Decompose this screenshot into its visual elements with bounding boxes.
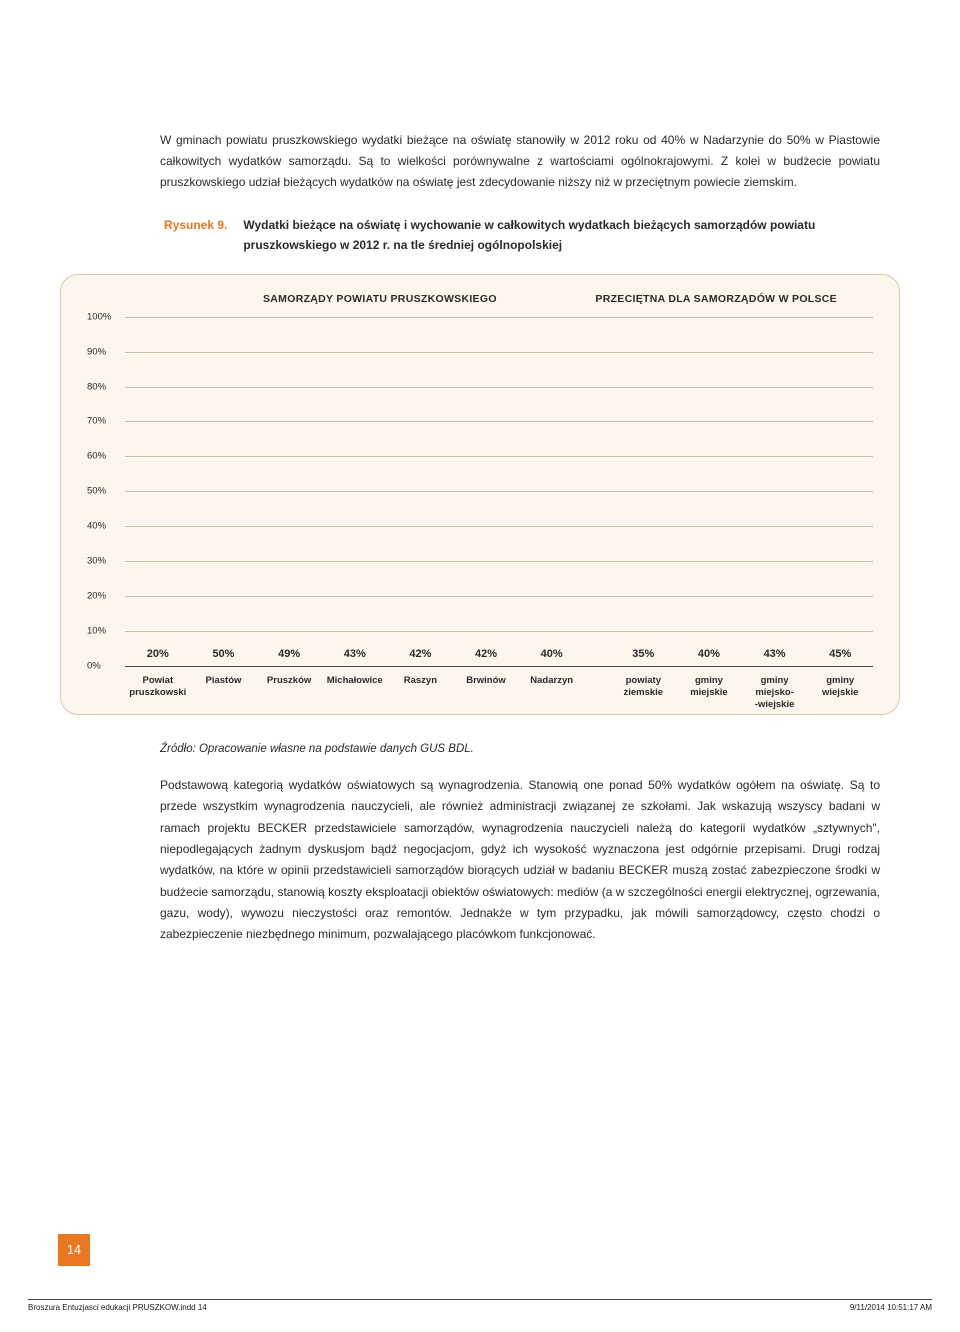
y-axis-label: 10%: [87, 625, 106, 636]
x-axis-label: Raszyn: [388, 675, 454, 712]
figure-caption: Rysunek 9. Wydatki bieżące na oświatę i …: [164, 215, 880, 256]
y-axis-label: 40%: [87, 521, 106, 532]
footer-left: Broszura Entuzjasci edukacji PRUSZKOW.in…: [28, 1303, 207, 1312]
x-axis-label: gminymiejskie: [676, 675, 742, 712]
y-axis-label: 60%: [87, 451, 106, 462]
x-axis-label: Pruszków: [256, 675, 322, 712]
bar-value-label: 35%: [632, 648, 654, 660]
bar-value-label: 20%: [147, 648, 169, 660]
y-axis-label: 70%: [87, 416, 106, 427]
gridline: [125, 456, 873, 457]
y-axis-label: 80%: [87, 381, 106, 392]
y-axis-label: 30%: [87, 556, 106, 567]
y-axis-label: 100%: [87, 311, 111, 322]
gridline: [125, 631, 873, 632]
footer: Broszura Entuzjasci edukacji PRUSZKOW.in…: [28, 1299, 932, 1312]
x-axis-label: Michałowice: [322, 675, 388, 712]
gridline: [125, 421, 873, 422]
plot-area: 20%50%49%43%42%42%40%35%40%43%45% 100%90…: [125, 317, 873, 667]
footer-right: 9/11/2014 10:51:17 AM: [850, 1303, 932, 1312]
y-axis-label: 50%: [87, 486, 106, 497]
chart-container: SAMORZĄDY POWIATU PRUSZKOWSKIEGO PRZECIĘ…: [60, 274, 900, 715]
gridline: [125, 317, 873, 318]
x-axis: PowiatpruszkowskiPiastówPruszkówMichałow…: [125, 667, 873, 712]
gridline: [125, 526, 873, 527]
gridline: [125, 561, 873, 562]
gridline: [125, 352, 873, 353]
paragraph-intro: W gminach powiatu pruszkowskiego wydatki…: [160, 130, 880, 193]
y-axis-label: 20%: [87, 590, 106, 601]
bar-value-label: 42%: [475, 648, 497, 660]
x-axis-label: powiatyziemskie: [610, 675, 676, 712]
figure-title: Wydatki bieżące na oświatę i wychowanie …: [243, 215, 871, 256]
x-axis-label: Piastów: [191, 675, 257, 712]
legend-right: PRZECIĘTNA DLA SAMORZĄDÓW W POLSCE: [595, 293, 837, 305]
gridline: [125, 387, 873, 388]
bar-value-label: 42%: [409, 648, 431, 660]
source-text: Źródło: Opracowanie własne na podstawie …: [160, 743, 880, 755]
paragraph-body: Podstawową kategorią wydatków oświatowyc…: [160, 775, 880, 946]
gridline: [125, 596, 873, 597]
bar-value-label: 50%: [212, 648, 234, 660]
bar-value-label: 49%: [278, 648, 300, 660]
legend-left: SAMORZĄDY POWIATU PRUSZKOWSKIEGO: [263, 293, 497, 305]
page-number-badge: 14: [58, 1234, 90, 1266]
gridline: [125, 491, 873, 492]
x-axis-label: gminywiejskie: [807, 675, 873, 712]
x-axis-label: gminymiejsko--wiejskie: [742, 675, 808, 712]
figure-label: Rysunek 9.: [164, 215, 240, 235]
y-axis-label: 0%: [87, 660, 101, 671]
x-axis-label: Brwinów: [453, 675, 519, 712]
bar-value-label: 40%: [698, 648, 720, 660]
bar-value-label: 40%: [541, 648, 563, 660]
bar-value-label: 45%: [829, 648, 851, 660]
bar-value-label: 43%: [764, 648, 786, 660]
x-axis-label: Powiatpruszkowski: [125, 675, 191, 712]
bar-value-label: 43%: [344, 648, 366, 660]
x-axis-label: Nadarzyn: [519, 675, 585, 712]
y-axis-label: 90%: [87, 346, 106, 357]
